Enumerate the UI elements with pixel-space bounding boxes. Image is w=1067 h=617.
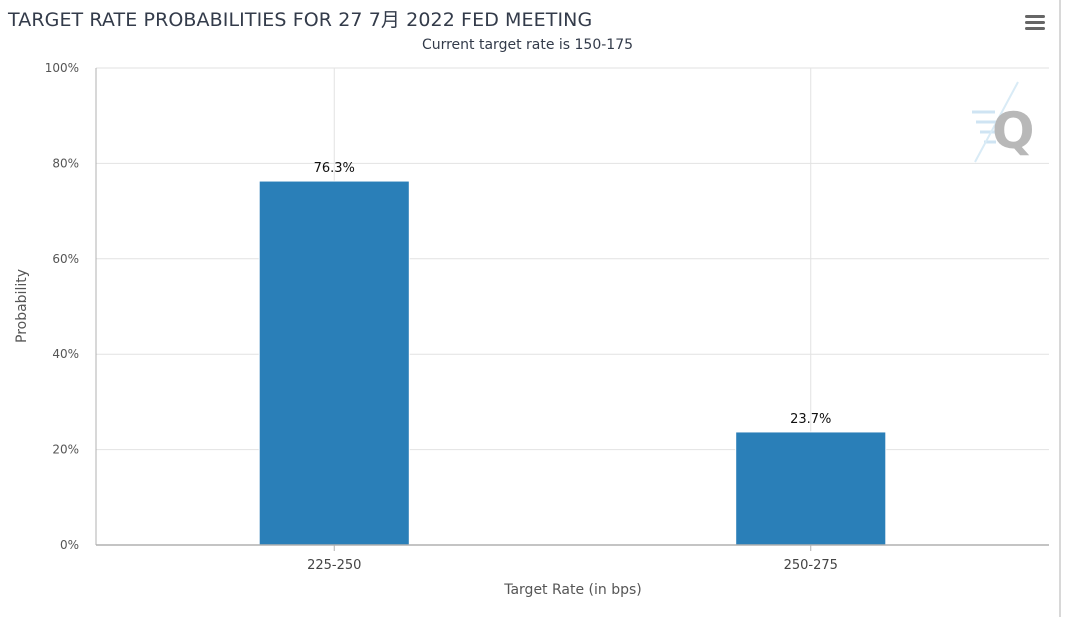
y-tick-label: 80% bbox=[52, 156, 79, 170]
chart-title: TARGET RATE PROBABILITIES FOR 27 7月 2022… bbox=[8, 9, 593, 31]
panel-border bbox=[1059, 0, 1061, 617]
y-tick-label: 40% bbox=[52, 347, 79, 361]
x-tick-label: 250-275 bbox=[784, 558, 838, 573]
y-tick-label: 0% bbox=[60, 538, 79, 552]
y-tick-label: 60% bbox=[52, 252, 79, 266]
x-axis-title: Target Rate (in bps) bbox=[503, 582, 642, 598]
chart-subtitle: Current target rate is 150-175 bbox=[421, 37, 634, 53]
data-label: 23.7% bbox=[790, 412, 831, 427]
y-axis-title: Probability bbox=[14, 269, 30, 343]
x-tick-label: 225-250 bbox=[307, 558, 361, 573]
grid-layer bbox=[96, 67, 1049, 545]
bar bbox=[735, 431, 887, 546]
menu-line bbox=[1025, 27, 1045, 30]
y-tick-label: 20% bbox=[52, 443, 79, 457]
menu-line bbox=[1025, 15, 1045, 18]
bars-layer: 76.3% 23.7% bbox=[258, 161, 887, 546]
menu-line bbox=[1025, 21, 1045, 24]
bar bbox=[258, 180, 410, 546]
axis-layer: 0% 20% 40% 60% 80% 100% 225-250 250-275 bbox=[45, 61, 1049, 573]
hamburger-menu-icon[interactable] bbox=[1022, 12, 1048, 34]
watermark-letter: Q bbox=[992, 102, 1035, 160]
quikstrike-logo-icon: Q bbox=[972, 81, 1035, 163]
y-tick-label: 100% bbox=[45, 61, 79, 75]
data-label: 76.3% bbox=[314, 161, 355, 176]
